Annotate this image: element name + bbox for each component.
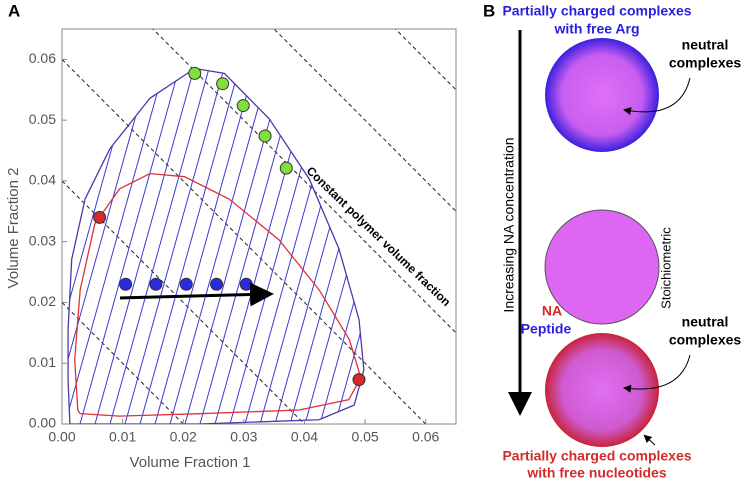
binodal-curve bbox=[74, 172, 362, 417]
tie-lines bbox=[68, 29, 505, 424]
middle-label: Stoichiometric bbox=[658, 227, 673, 309]
data-point bbox=[119, 277, 133, 291]
panel-label: A bbox=[8, 1, 20, 20]
bottom-label: with free nucleotides bbox=[526, 465, 666, 481]
y-tick-label: 0.05 bbox=[29, 111, 56, 127]
tie-line bbox=[68, 68, 176, 424]
iso-line bbox=[394, 29, 456, 91]
y-tick-label: 0.00 bbox=[29, 415, 56, 431]
data-point bbox=[279, 161, 293, 175]
bottom-label: Partially charged complexes bbox=[502, 448, 691, 464]
neutral-label: complexes bbox=[669, 332, 742, 348]
data-point bbox=[216, 77, 230, 91]
y-tick-label: 0.01 bbox=[29, 354, 56, 370]
y-tick-label: 0.06 bbox=[29, 50, 56, 66]
x-tick-label: 0.03 bbox=[230, 429, 257, 445]
neutral-label: neutral bbox=[682, 37, 729, 53]
complex-circle bbox=[544, 209, 660, 325]
neutral-label: neutral bbox=[682, 314, 729, 330]
iso-line bbox=[62, 59, 427, 424]
plot-frame bbox=[61, 28, 457, 425]
top-label: Partially charged complexes bbox=[502, 3, 691, 19]
y-axis-label: Volume Fraction 2 bbox=[5, 168, 22, 289]
complex-circle bbox=[545, 333, 659, 447]
data-point bbox=[258, 129, 272, 143]
legend-peptide: Peptide bbox=[521, 321, 572, 337]
iso-line bbox=[62, 302, 184, 424]
legend-na: NA bbox=[542, 303, 562, 319]
y-tick-label: 0.04 bbox=[29, 172, 56, 188]
panel-b: B Partially charged complexes with free … bbox=[483, 1, 741, 480]
data-point bbox=[188, 66, 202, 80]
tie-line bbox=[154, 68, 266, 424]
tie-line bbox=[244, 68, 356, 424]
iso-line bbox=[152, 29, 456, 334]
panel-label: B bbox=[483, 1, 495, 20]
y-tick-label: 0.03 bbox=[29, 232, 56, 248]
direction-arrow bbox=[119, 282, 274, 307]
pointer bbox=[623, 77, 691, 116]
tie-line bbox=[334, 68, 364, 424]
data-point bbox=[179, 277, 193, 291]
x-tick-label: 0.04 bbox=[291, 429, 318, 445]
data-point bbox=[210, 277, 224, 291]
x-tick-label: 0.06 bbox=[412, 429, 439, 445]
tie-line bbox=[214, 68, 326, 424]
complex-circle bbox=[545, 38, 659, 152]
x-axis-label: Volume Fraction 1 bbox=[130, 454, 251, 471]
tie-line bbox=[124, 68, 236, 424]
annotation: Constant polymer volume fraction bbox=[304, 164, 454, 309]
x-tick-label: 0.05 bbox=[351, 429, 378, 445]
data-point bbox=[352, 373, 366, 387]
tie-line bbox=[380, 29, 490, 424]
tie-line bbox=[289, 68, 364, 424]
data-point bbox=[93, 210, 107, 224]
tie-line bbox=[199, 68, 311, 424]
x-tick-label: 0.02 bbox=[170, 429, 197, 445]
iso-line bbox=[273, 29, 456, 213]
tie-line bbox=[395, 29, 505, 424]
data-point bbox=[239, 277, 253, 291]
tie-line bbox=[79, 68, 191, 424]
axis-label: Increasing NA concentration bbox=[501, 137, 517, 312]
top-label: with free Arg bbox=[553, 21, 639, 37]
tie-line bbox=[109, 68, 221, 424]
tie-line bbox=[365, 29, 475, 424]
data-point bbox=[149, 277, 163, 291]
y-tick-label: 0.02 bbox=[29, 293, 56, 309]
pointer bbox=[623, 354, 691, 393]
binodal-curve bbox=[67, 67, 365, 424]
tie-line bbox=[319, 68, 364, 424]
data-point bbox=[236, 99, 250, 113]
tie-line bbox=[139, 68, 251, 424]
tie-line bbox=[229, 68, 341, 424]
tie-line bbox=[94, 68, 206, 424]
x-tick-label: 0.01 bbox=[109, 429, 136, 445]
tie-line bbox=[68, 68, 161, 424]
pointer bbox=[643, 434, 656, 446]
neutral-label: complexes bbox=[669, 55, 742, 71]
tie-line bbox=[259, 68, 364, 424]
x-tick-label: 0.00 bbox=[48, 429, 75, 445]
